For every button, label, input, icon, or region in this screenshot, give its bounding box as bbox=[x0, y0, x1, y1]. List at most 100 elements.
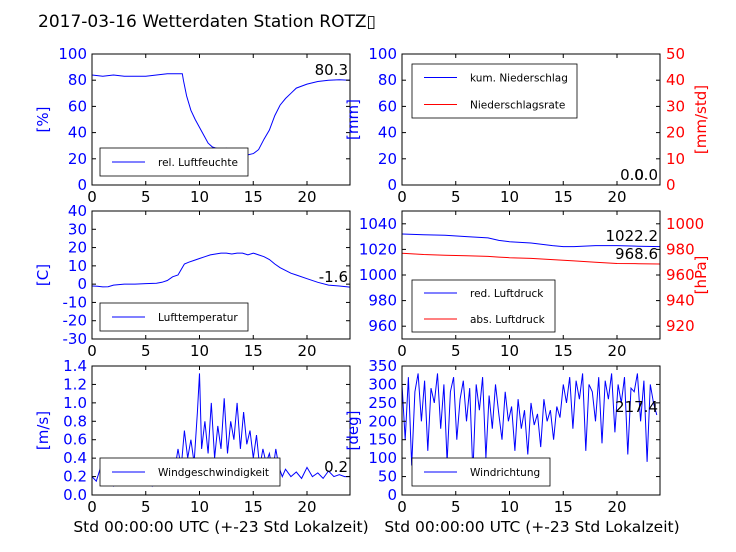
legend-label: Windgeschwindigkeit bbox=[158, 467, 269, 479]
x-tick-label: 20 bbox=[297, 498, 316, 516]
legend-label: Lufttemperatur bbox=[158, 312, 238, 324]
x-tick-label: 10 bbox=[190, 498, 209, 516]
y2-tick-label: 960 bbox=[666, 266, 695, 284]
x-tick-label: 5 bbox=[451, 342, 461, 360]
plot-frame bbox=[401, 365, 661, 496]
y-axis-label: [mm] bbox=[344, 99, 362, 140]
x-tick-label: 15 bbox=[244, 342, 263, 360]
y-tick-label: 0.6 bbox=[63, 431, 87, 449]
y-tick-label: 40 bbox=[68, 202, 87, 220]
figure-title: 2017-03-16 Wetterdaten Station ROTZ▯ bbox=[38, 12, 376, 32]
legend-label: rel. Luftfeuchte bbox=[158, 157, 238, 169]
series-line-humidity-0 bbox=[92, 73, 350, 156]
y2-tick-label: 30 bbox=[666, 97, 685, 115]
value-annotation: 0.0 bbox=[634, 166, 658, 184]
panel-pressure: 0 5 10 15 20 960 980 1000 1020 1040 920 940 960 980 10… bbox=[359, 210, 710, 360]
y2-tick-label: 920 bbox=[666, 317, 695, 335]
value-annotation: 968.6 bbox=[615, 245, 658, 263]
y-tick-label: 350 bbox=[368, 357, 397, 375]
y-tick-label: 80 bbox=[378, 71, 397, 89]
y-tick-label: 1.2 bbox=[63, 375, 87, 393]
series-line-temperature-0 bbox=[92, 252, 350, 288]
y-tick-label: 1040 bbox=[359, 215, 397, 233]
x-axis-label-right: Std 00:00:00 UTC (+-23 Std Lokalzeit) bbox=[384, 518, 679, 536]
plot-frame bbox=[91, 53, 351, 186]
y-tick-label: 1020 bbox=[359, 240, 397, 258]
x-tick-label: 0 bbox=[397, 498, 407, 516]
value-annotation: 217.4 bbox=[615, 398, 658, 416]
series-line-pressure-1 bbox=[402, 252, 660, 265]
y2-tick-label: 50 bbox=[666, 45, 685, 63]
x-tick-label: 20 bbox=[607, 342, 626, 360]
x-tick-label: 15 bbox=[554, 498, 573, 516]
value-annotation: 80.3 bbox=[315, 61, 348, 79]
y-tick-label: 20 bbox=[68, 239, 87, 257]
y2-axis-label: [hPa] bbox=[692, 256, 710, 295]
y-tick-label: 80 bbox=[68, 71, 87, 89]
x-axis-label-left: Std 00:00:00 UTC (+-23 Std Lokalzeit) bbox=[73, 518, 368, 536]
y-tick-label: 0 bbox=[387, 176, 397, 194]
y-tick-label: 150 bbox=[368, 431, 397, 449]
y-tick-label: 60 bbox=[68, 97, 87, 115]
x-tick-label: 5 bbox=[141, 188, 151, 206]
y-tick-label: 10 bbox=[68, 257, 87, 275]
x-tick-label: 20 bbox=[607, 188, 626, 206]
y-axis-label: [m/s] bbox=[34, 411, 52, 450]
x-tick-label: 10 bbox=[500, 498, 519, 516]
x-tick-label: 5 bbox=[141, 498, 151, 516]
y2-tick-label: 940 bbox=[666, 292, 695, 310]
y-tick-label: 0 bbox=[387, 486, 397, 504]
x-tick-label: 15 bbox=[554, 188, 573, 206]
y-axis-label: [deg] bbox=[344, 411, 362, 451]
y-tick-label: 100 bbox=[58, 45, 87, 63]
plot-frame bbox=[401, 53, 661, 186]
x-tick-label: 5 bbox=[451, 498, 461, 516]
y-tick-label: 300 bbox=[368, 375, 397, 393]
y-tick-label: 960 bbox=[368, 317, 397, 335]
y-tick-label: 0 bbox=[77, 275, 87, 293]
y-tick-label: 1000 bbox=[359, 266, 397, 284]
x-tick-label: 15 bbox=[244, 188, 263, 206]
panel-winddirection: 0 5 10 15 20050100150200250300350[deg]Windri… bbox=[344, 357, 661, 516]
plot-frame bbox=[91, 210, 351, 340]
x-tick-label: 5 bbox=[141, 342, 151, 360]
legend-label: abs. Luftdruck bbox=[470, 314, 546, 326]
legend-label: red. Luftdruck bbox=[470, 288, 544, 300]
series-line-pressure-0 bbox=[402, 233, 660, 248]
y-tick-label: 100 bbox=[368, 45, 397, 63]
y-tick-label: 200 bbox=[368, 412, 397, 430]
x-tick-label: 0 bbox=[397, 342, 407, 360]
y-tick-label: 0.4 bbox=[63, 449, 87, 467]
y2-axis-label: [mm/std] bbox=[692, 85, 710, 154]
y-tick-label: 60 bbox=[378, 97, 397, 115]
x-tick-label: 10 bbox=[500, 342, 519, 360]
x-tick-label: 15 bbox=[244, 498, 263, 516]
y-tick-label: 0.0 bbox=[63, 486, 87, 504]
value-annotation: -1.6 bbox=[319, 268, 348, 286]
legend-label: Windrichtung bbox=[470, 467, 540, 479]
y-tick-label: 50 bbox=[378, 468, 397, 486]
y-tick-label: 980 bbox=[368, 292, 397, 310]
plot-frame bbox=[91, 365, 351, 496]
y-tick-label: 250 bbox=[368, 394, 397, 412]
y-tick-label: 0.8 bbox=[63, 412, 87, 430]
y2-tick-label: 20 bbox=[666, 124, 685, 142]
legend-label: Niederschlagsrate bbox=[470, 100, 565, 112]
y-axis-label: [C] bbox=[34, 264, 52, 286]
y-tick-label: 40 bbox=[68, 124, 87, 142]
value-annotation: 1022.2 bbox=[606, 227, 659, 245]
legend-box bbox=[411, 279, 556, 333]
value-annotation: 0.0 bbox=[620, 166, 644, 184]
panel-precipitation: 0 5 10 15 20 0 20 40 60 80 100 0 10 20 30 40 50 [mm] [mm/s… bbox=[344, 45, 710, 206]
x-tick-label: 20 bbox=[297, 342, 316, 360]
legend-label: kum. Niederschlag bbox=[470, 73, 568, 85]
y-tick-label: 1.0 bbox=[63, 394, 87, 412]
value-annotation: 0.2 bbox=[324, 458, 348, 476]
series-line-winddirection-0 bbox=[402, 373, 658, 473]
x-tick-label: 10 bbox=[190, 188, 209, 206]
y-tick-label: 20 bbox=[68, 150, 87, 168]
y2-tick-label: 0 bbox=[666, 176, 676, 194]
y-tick-label: 40 bbox=[378, 124, 397, 142]
x-tick-label: 15 bbox=[554, 342, 573, 360]
x-tick-label: 10 bbox=[190, 342, 209, 360]
